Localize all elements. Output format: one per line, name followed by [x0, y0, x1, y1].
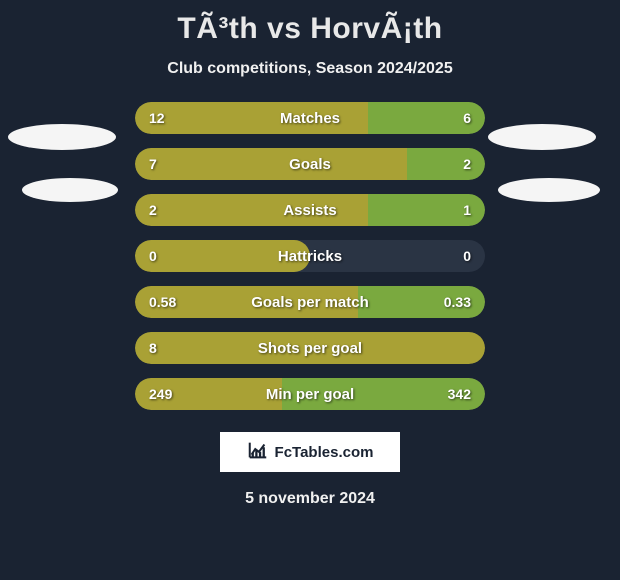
stat-row: 0.580.33Goals per match: [135, 286, 485, 318]
stat-bar-left: [135, 102, 368, 134]
footer-badge[interactable]: FcTables.com: [220, 432, 400, 472]
stat-value-right: 1: [463, 194, 471, 226]
player-badge-ellipse: [488, 124, 596, 150]
stat-row: 00Hattricks: [135, 240, 485, 272]
stat-value-left: 0: [149, 240, 157, 272]
stat-value-left: 249: [149, 378, 172, 410]
stat-row: 126Matches: [135, 102, 485, 134]
stat-value-right: 6: [463, 102, 471, 134]
stat-row: 8Shots per goal: [135, 332, 485, 364]
stat-value-left: 8: [149, 332, 157, 364]
page-title: TÃ³th vs HorvÃ¡th: [0, 0, 620, 46]
stats-chart: 126Matches72Goals21Assists00Hattricks0.5…: [135, 102, 485, 410]
stat-row: 249342Min per goal: [135, 378, 485, 410]
player-badge-ellipse: [22, 178, 118, 202]
stat-value-right: 342: [448, 378, 471, 410]
subtitle: Club competitions, Season 2024/2025: [0, 60, 620, 78]
stat-bar-left: [135, 148, 407, 180]
stat-bar-left: [135, 194, 368, 226]
stat-value-left: 2: [149, 194, 157, 226]
chart-icon: [247, 439, 269, 465]
stat-value-right: 0: [463, 240, 471, 272]
stat-row: 21Assists: [135, 194, 485, 226]
footer-label: FcTables.com: [275, 444, 374, 461]
date-label: 5 november 2024: [0, 490, 620, 508]
stat-value-right: 2: [463, 148, 471, 180]
player-badge-ellipse: [8, 124, 116, 150]
stat-value-left: 7: [149, 148, 157, 180]
stat-bar-right: [407, 148, 485, 180]
stat-value-right: 0.33: [444, 286, 471, 318]
player-badge-ellipse: [498, 178, 600, 202]
stat-bar-left: [135, 240, 310, 272]
stat-value-left: 12: [149, 102, 165, 134]
stat-row: 72Goals: [135, 148, 485, 180]
stat-bar-left: [135, 332, 485, 364]
stat-value-left: 0.58: [149, 286, 176, 318]
